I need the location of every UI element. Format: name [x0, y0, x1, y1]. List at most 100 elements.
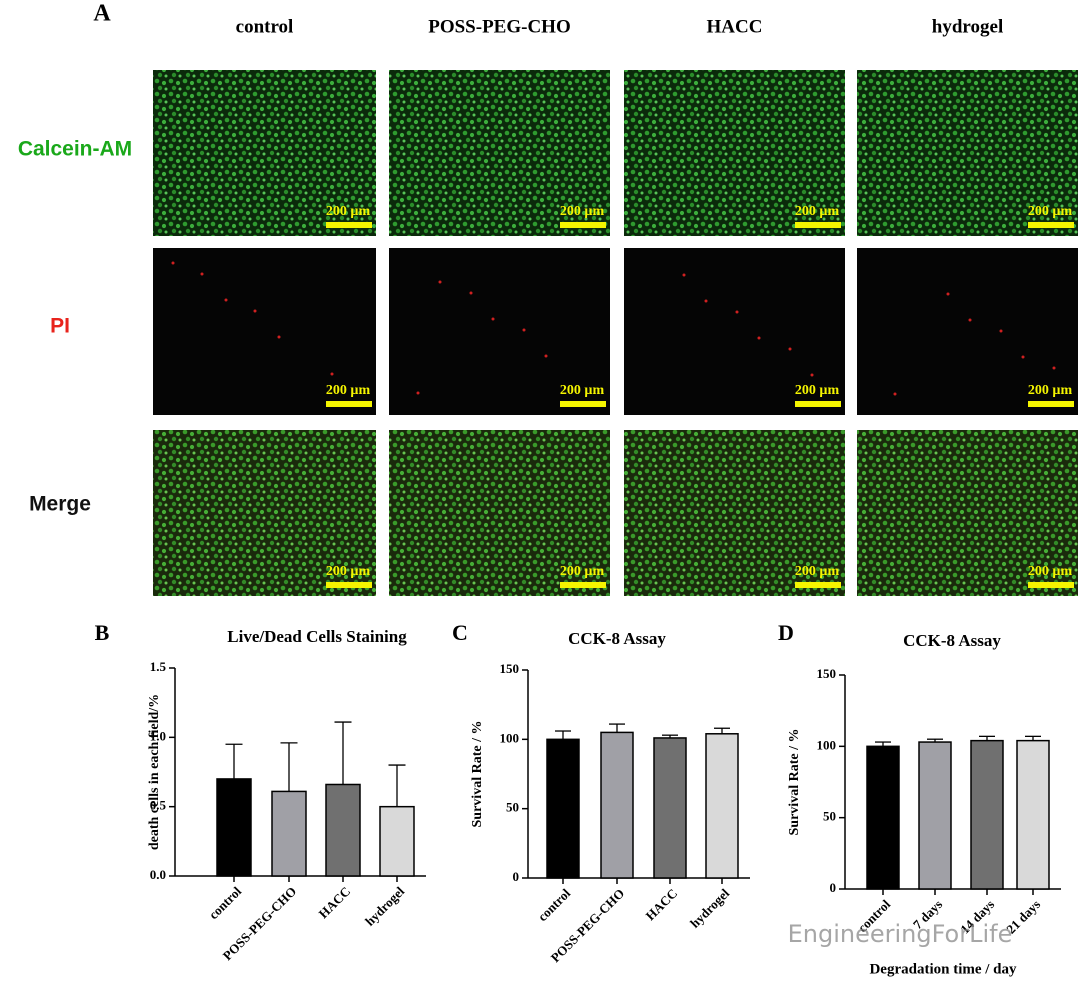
- dead-cell: [253, 309, 257, 313]
- bar: [970, 739, 1004, 890]
- micrograph: [153, 430, 376, 596]
- row-label: Calcein-AM: [18, 138, 132, 161]
- dead-cell: [810, 373, 814, 377]
- y-tick-label: 1.0: [150, 728, 166, 743]
- x-tick-label: hydrogel: [687, 885, 732, 930]
- scale-bar-label: 200 µm: [326, 383, 371, 398]
- y-tick-label: 1.5: [150, 659, 167, 674]
- dead-cell: [491, 317, 495, 321]
- panel-label: C: [452, 620, 468, 645]
- bar: [653, 737, 687, 879]
- scale-bar: [1028, 401, 1074, 407]
- y-tick-label: 0: [830, 880, 837, 895]
- micrograph: [389, 248, 610, 415]
- y-axis-label: death cells in each field/%: [147, 694, 162, 850]
- x-tick-label: control: [206, 883, 245, 922]
- panel-label: B: [95, 620, 110, 645]
- chart-title: CCK-8 Assay: [903, 631, 1001, 650]
- scale-bar-label: 200 µm: [326, 204, 371, 219]
- scale-bar-label: 200 µm: [795, 564, 840, 579]
- y-axis-label: Survival Rate / %: [470, 721, 485, 828]
- chart-title: CCK-8 Assay: [568, 629, 666, 648]
- bar: [271, 790, 307, 877]
- chart-title: Live/Dead Cells Staining: [227, 627, 407, 646]
- dead-cell: [1052, 366, 1056, 370]
- panel-label: D: [778, 620, 794, 645]
- dead-cell: [277, 335, 281, 339]
- dead-cell: [200, 272, 204, 276]
- dead-cell: [1021, 355, 1025, 359]
- column-header: hydrogel: [932, 16, 1003, 37]
- bar: [216, 778, 252, 877]
- scale-bar-label: 200 µm: [795, 204, 840, 219]
- dead-cell: [544, 354, 548, 358]
- scale-bar-label: 200 µm: [1028, 204, 1073, 219]
- scale-bar: [795, 401, 841, 407]
- micrograph: [857, 430, 1078, 596]
- micrograph: [389, 70, 610, 236]
- y-tick-label: 0: [513, 869, 520, 884]
- scale-bar-label: 200 µm: [560, 383, 605, 398]
- x-tick-label: control: [535, 885, 574, 924]
- y-tick-label: 150: [817, 666, 837, 681]
- x-tick-label: HACC: [316, 884, 354, 922]
- bar: [600, 731, 634, 879]
- scale-bar: [326, 582, 372, 588]
- x-axis-label: Degradation time / day: [869, 961, 1017, 977]
- y-axis-label: Survival Rate / %: [787, 729, 802, 836]
- dead-cell: [438, 280, 442, 284]
- micrograph: [624, 248, 845, 415]
- micrograph: [153, 248, 376, 415]
- dead-cell: [946, 292, 950, 296]
- micrograph: [624, 430, 845, 596]
- micrograph: [857, 70, 1078, 236]
- dead-cell: [999, 329, 1003, 333]
- bar: [918, 741, 952, 890]
- column-header: POSS-PEG-CHO: [428, 16, 571, 37]
- x-tick-label: hydrogel: [362, 883, 407, 928]
- watermark: EngineeringForLife: [788, 920, 1013, 948]
- dead-cell: [704, 299, 708, 303]
- y-tick-label: 150: [500, 661, 520, 676]
- micrograph: [857, 248, 1078, 415]
- panel-label: A: [93, 1, 111, 27]
- scale-bar: [1028, 582, 1074, 588]
- dead-cell: [968, 318, 972, 322]
- y-tick-label: 100: [817, 737, 837, 752]
- y-tick-label: 0.0: [150, 867, 166, 882]
- scale-bar-label: 200 µm: [560, 204, 605, 219]
- y-tick-label: 0.5: [150, 798, 167, 813]
- scale-bar: [326, 401, 372, 407]
- dead-cell: [224, 298, 228, 302]
- scale-bar-label: 200 µm: [795, 383, 840, 398]
- row-label: PI: [50, 315, 70, 338]
- dead-cell: [469, 291, 473, 295]
- dead-cell: [893, 392, 897, 396]
- micrograph: [389, 430, 610, 596]
- dead-cell: [330, 372, 334, 376]
- micrograph: [624, 70, 845, 236]
- y-tick-label: 50: [823, 809, 836, 824]
- scale-bar: [795, 222, 841, 228]
- dead-cell: [735, 310, 739, 314]
- dead-cell: [682, 273, 686, 277]
- column-header: HACC: [707, 16, 763, 37]
- bar: [325, 783, 361, 877]
- scale-bar-label: 200 µm: [1028, 383, 1073, 398]
- scale-bar-label: 200 µm: [326, 564, 371, 579]
- bar: [546, 738, 580, 879]
- dead-cell: [757, 336, 761, 340]
- y-tick-label: 100: [500, 730, 520, 745]
- dead-cell: [522, 328, 526, 332]
- row-label: Merge: [29, 493, 91, 516]
- scale-bar-label: 200 µm: [1028, 564, 1073, 579]
- bar: [379, 805, 415, 877]
- dead-cell: [788, 347, 792, 351]
- scale-bar: [795, 582, 841, 588]
- scale-bar: [560, 401, 606, 407]
- x-tick-label: HACC: [643, 886, 681, 924]
- y-tick-label: 50: [506, 800, 519, 815]
- bar: [705, 733, 739, 879]
